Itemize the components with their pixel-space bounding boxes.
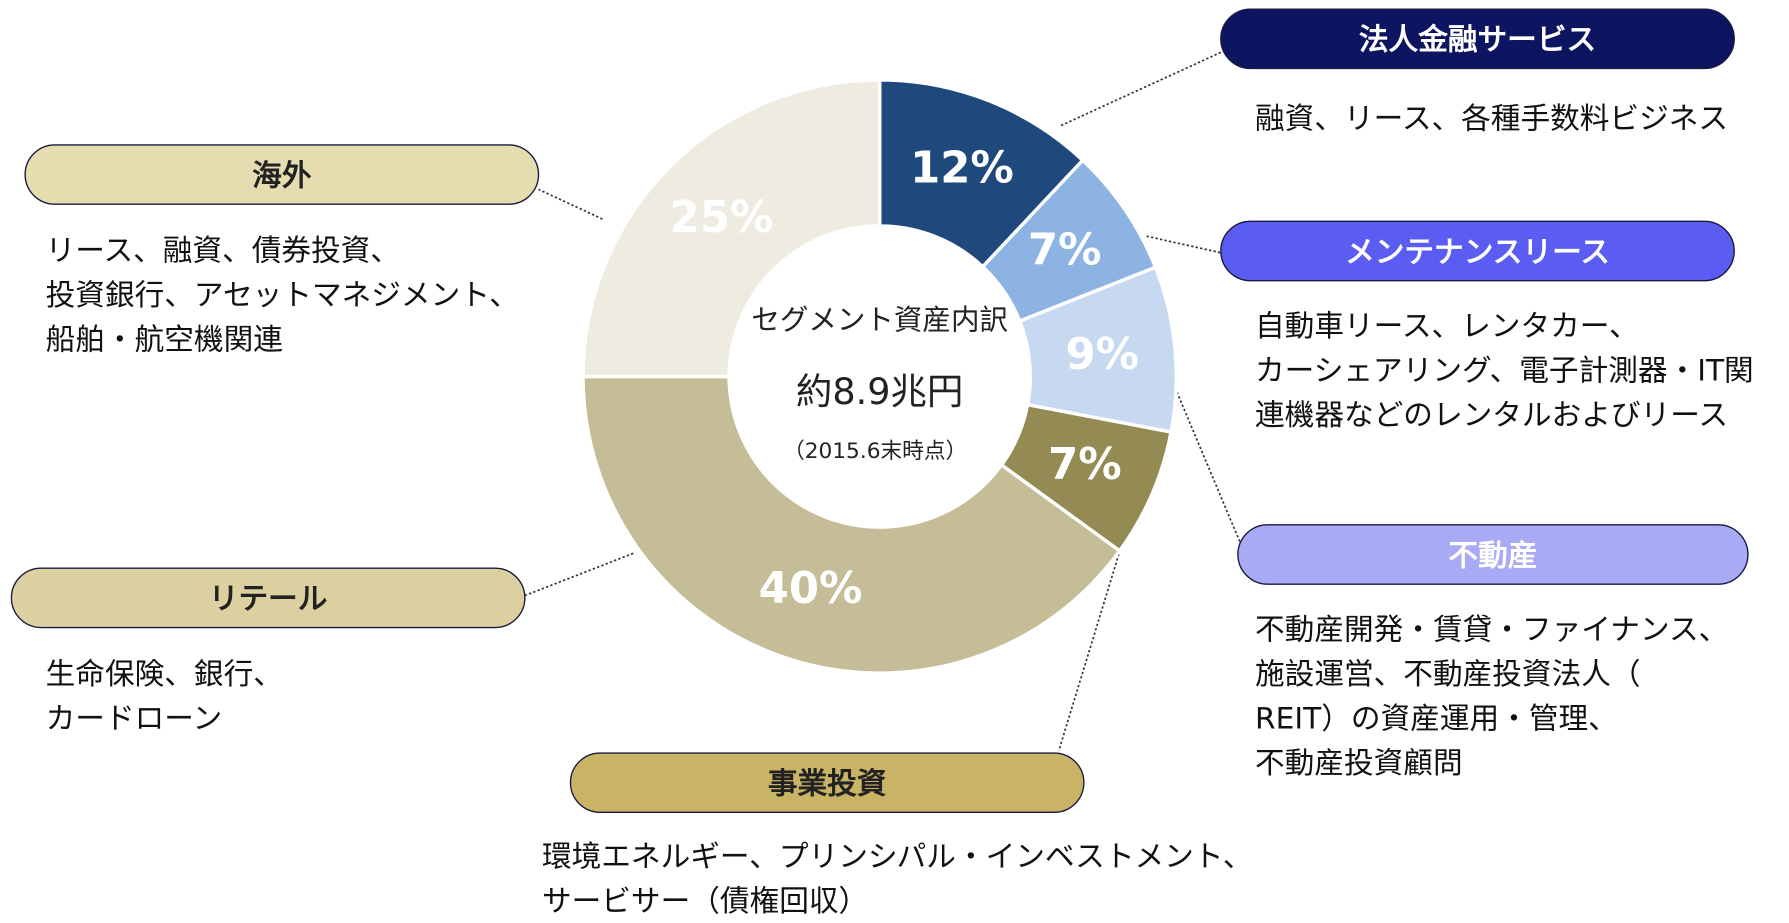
category-label: リテール	[209, 581, 328, 616]
category-label: メンテナンスリース	[1345, 234, 1610, 269]
category-label: 海外	[252, 157, 312, 192]
category-description: サービサー（債権回収）	[542, 883, 868, 918]
category-description: 自動車リース、レンタカー、	[1255, 308, 1639, 343]
category-pill	[1220, 8, 1735, 70]
category-label: 法人金融サービス	[1359, 22, 1596, 57]
category-description: カーシェアリング、電子計測器・IT関	[1255, 352, 1754, 387]
leader-line	[524, 552, 634, 597]
leader-line	[1174, 387, 1243, 546]
leaders	[524, 50, 1243, 751]
value-label: 9%	[1065, 330, 1139, 380]
category-description: 連機器などのレンタルおよびリース	[1255, 397, 1728, 432]
category-pill	[1220, 220, 1735, 282]
leader-line	[1146, 235, 1224, 255]
value-label: 40%	[759, 564, 863, 614]
category-pill	[569, 752, 1085, 814]
category-pill	[24, 144, 540, 205]
category-description: REIT）の資産運用・管理、	[1255, 700, 1618, 735]
category-description: カードローン	[46, 700, 222, 735]
center-title: セグメント資産内訳	[751, 304, 1008, 337]
category-description: 施設運営、不動産投資法人（	[1255, 656, 1641, 691]
value-label: 7%	[1048, 440, 1122, 490]
category-pill	[1237, 524, 1749, 585]
donut-segment	[581, 78, 882, 379]
center-note: （2015.6末時点）	[783, 439, 967, 464]
category-pill	[10, 567, 526, 629]
category-description: 生命保険、銀行、	[46, 656, 283, 691]
donut-segment	[581, 374, 1123, 675]
leader-line	[1060, 50, 1224, 127]
callouts: 法人金融サービス融資、リース、各種手数料ビジネスメンテナンスリース自動車リース、…	[10, 8, 1754, 918]
category-label: 事業投資	[768, 765, 887, 800]
category-description: 環境エネルギー、プリンシパル・インベストメント、	[542, 838, 1253, 873]
category-description: 不動産投資顧問	[1255, 745, 1463, 780]
category-label: 不動産	[1448, 537, 1537, 572]
donut: 12% 7% 9% 7% 40% 25%	[581, 78, 1179, 675]
value-label: 25%	[670, 193, 774, 243]
category-description: 不動産開発・賃貸・ファイナンス、	[1255, 611, 1728, 646]
category-description: 融資、リース、各種手数料ビジネス	[1255, 100, 1728, 135]
leader-line	[538, 188, 603, 220]
category-description: 投資銀行、アセットマネジメント、	[46, 277, 519, 312]
value-label: 12%	[910, 143, 1014, 193]
category-description: リース、融資、債券投資、	[46, 233, 400, 268]
value-label: 7%	[1028, 226, 1102, 276]
center-total: 約8.9兆円	[796, 370, 964, 413]
category-description: 船舶・航空機関連	[46, 322, 283, 357]
leader-line	[1057, 518, 1131, 751]
